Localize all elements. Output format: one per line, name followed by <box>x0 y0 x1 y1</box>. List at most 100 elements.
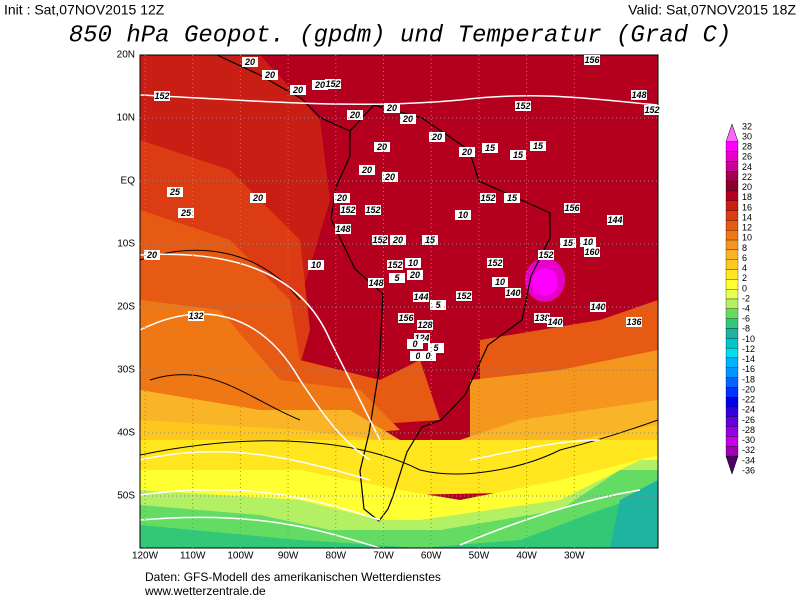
colorbar-swatch <box>725 416 739 427</box>
contour-label: 152 <box>480 193 495 203</box>
colorbar-label: -4 <box>742 303 750 313</box>
colorbar-label: -10 <box>742 334 755 344</box>
contour-label: 10 <box>583 237 593 247</box>
lon-label: 60W <box>421 551 442 562</box>
contour-label-box <box>422 235 438 245</box>
contour-label-box <box>407 270 423 280</box>
lon-label: 40W <box>516 551 537 562</box>
lat-label: 10S <box>117 239 135 250</box>
contour-label: 15 <box>485 143 496 153</box>
contour-label: 20 <box>376 142 387 152</box>
contour-label-box <box>359 165 375 175</box>
colorbar-label: 28 <box>742 142 752 152</box>
contour-label: 10 <box>458 210 468 220</box>
colorbar-swatch <box>725 151 739 162</box>
colorbar-swatch <box>725 289 739 300</box>
contour-label-box <box>250 193 266 203</box>
lat-label: 40S <box>117 428 135 439</box>
lat-label: 50S <box>117 491 135 502</box>
lat-label: 10N <box>117 113 135 124</box>
footer-source: Daten: GFS-Modell des amerikanischen Wet… <box>145 570 441 584</box>
contour-label: 140 <box>590 302 605 312</box>
contour-label-box <box>560 238 576 248</box>
contour-label-box <box>644 105 660 115</box>
colorbar-swatch <box>725 397 739 408</box>
contour-label: 20 <box>264 70 275 80</box>
colorbar-swatch <box>725 230 739 241</box>
contour-label-box <box>335 224 351 234</box>
contour-label-box <box>429 132 445 142</box>
contour-label-box <box>580 237 596 247</box>
contour-label-box <box>365 205 381 215</box>
contour-label-box <box>504 193 520 203</box>
contour-label: 128 <box>417 320 432 330</box>
contour-label: 10 <box>311 260 321 270</box>
colorbar-label: -28 <box>742 425 755 435</box>
contour-label: 20 <box>314 80 325 90</box>
contour-label: 5 <box>394 273 400 283</box>
contour-label: 152 <box>487 258 502 268</box>
colorbar-swatch <box>725 200 739 211</box>
contour-label-box <box>455 210 471 220</box>
contour-label-box <box>374 142 390 152</box>
colorbar-swatch <box>725 377 739 388</box>
colorbar-swatch <box>725 259 739 270</box>
colorbar-label: -34 <box>742 455 755 465</box>
contour-label-box <box>413 292 429 302</box>
contour-label-box <box>417 320 433 330</box>
colorbar-label: 0 <box>742 283 747 293</box>
contour-label-box <box>290 85 306 95</box>
lat-label: 20S <box>117 302 135 313</box>
contour-label: 20 <box>361 165 372 175</box>
contour-label: 0 <box>415 351 420 361</box>
colorbar-label: 8 <box>742 243 747 253</box>
colorbar-swatch <box>725 279 739 290</box>
colorbar-label: 6 <box>742 253 747 263</box>
contour-label-box <box>430 300 446 310</box>
colorbar-swatch <box>725 190 739 201</box>
contour-label: 136 <box>626 317 642 327</box>
colorbar-swatch <box>725 180 739 192</box>
contour-label-box <box>389 273 405 283</box>
contour-label-box <box>534 313 550 323</box>
contour-label-box <box>372 235 388 245</box>
colorbar-swatch <box>725 406 739 418</box>
contour-label: 5 <box>433 343 439 353</box>
contour-label: 156 <box>584 55 600 65</box>
contour-label: 20 <box>384 172 395 182</box>
colorbar-swatch <box>725 249 739 260</box>
colorbar-swatch <box>725 141 739 152</box>
contour-label-box <box>382 172 398 182</box>
contour-label-box <box>487 258 503 268</box>
colorbar-swatch <box>725 446 739 457</box>
contour-label-box <box>325 79 341 89</box>
colorbar-label: 20 <box>742 182 752 192</box>
lat-label: EQ <box>121 176 136 187</box>
contour-label-box <box>398 313 414 323</box>
footer-url: www.wetterzentrale.de <box>144 584 266 598</box>
contour-label: 152 <box>154 91 169 101</box>
contour-label-box <box>428 343 444 353</box>
contour-label: 20 <box>349 110 360 120</box>
colorbar-label: 30 <box>742 131 752 141</box>
lon-label: 120W <box>132 551 159 562</box>
colorbar-swatch <box>725 328 739 339</box>
contour-label: 20 <box>252 193 263 203</box>
contour-label-box <box>384 103 400 113</box>
contour-label: 152 <box>387 260 402 270</box>
contour-label: 20 <box>461 147 472 157</box>
contour-label: 20 <box>431 132 442 142</box>
colorbar-label: 4 <box>742 263 747 273</box>
contour-label-box <box>564 203 580 213</box>
contour-label-box <box>334 193 350 203</box>
contour-label-box <box>480 193 496 203</box>
contour-label-box <box>482 143 498 153</box>
contour-label: 10 <box>495 277 505 287</box>
contour-label: 25 <box>169 187 181 197</box>
colorbar-swatch <box>725 161 739 172</box>
contour-label-box <box>405 258 421 268</box>
contour-label-box <box>538 250 554 260</box>
lat-label: 20N <box>117 50 135 61</box>
